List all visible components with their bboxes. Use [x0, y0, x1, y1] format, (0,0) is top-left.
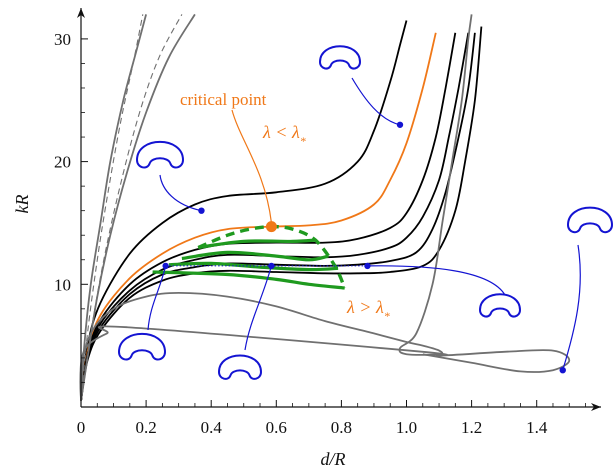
y-axis-label: kR — [12, 195, 32, 214]
shape-glyph-2 — [218, 354, 262, 380]
lambda-greater-sub: * — [384, 309, 390, 323]
series-black-2 — [80, 32, 457, 402]
x-tick-label: 0.8 — [331, 418, 352, 437]
series-gray-10 — [79, 14, 473, 401]
x-tick-label: 0.4 — [201, 418, 223, 437]
shape-glyph-3 — [479, 293, 521, 318]
state-marker-2 — [268, 262, 275, 270]
x-tick-label: 0.6 — [266, 418, 287, 437]
shape-glyph-0 — [136, 140, 184, 169]
x-tick-label: 1.4 — [526, 418, 548, 437]
markers-layer — [162, 121, 566, 374]
curves-layer — [79, 13, 571, 402]
series-gray-dashed-8 — [80, 14, 144, 401]
shape-leader-1 — [147, 265, 167, 331]
y-tick-label: 30 — [54, 30, 71, 49]
lambda-less-sub: * — [300, 134, 306, 148]
shape-glyph-1 — [118, 332, 166, 361]
state-marker-1 — [162, 262, 169, 270]
x-tick-label: 1.2 — [461, 418, 482, 437]
x-axis-label: d/R — [321, 449, 346, 469]
green-band-2 — [168, 261, 339, 272]
state-marker-0 — [198, 207, 205, 214]
green-band-0 — [197, 238, 316, 250]
x-tick-label: 1.0 — [396, 418, 417, 437]
x-axis-arrow — [591, 403, 601, 411]
state-marker-4 — [396, 121, 404, 128]
state-marker-5 — [559, 366, 566, 374]
y-tick-label: 10 — [54, 275, 71, 294]
shape-leader-5 — [562, 244, 581, 371]
critical-point-leader — [231, 109, 272, 223]
series-black-0 — [80, 20, 408, 402]
series-gray-7 — [80, 13, 196, 402]
series-black-5 — [80, 26, 483, 402]
green-dashed-arc — [197, 224, 347, 289]
y-axis-arrow — [77, 8, 85, 18]
shape-glyph-5 — [567, 206, 613, 234]
y-tick-label: 20 — [54, 153, 71, 172]
green-region-layer — [152, 109, 368, 290]
shape-glyph-4 — [319, 45, 361, 70]
lambda-less-text: λ < λ — [262, 122, 300, 142]
green-band-1 — [181, 250, 329, 262]
series-black-3 — [80, 32, 470, 402]
x-tick-label: 0 — [77, 418, 86, 437]
shape-glyphs-layer — [118, 45, 613, 380]
shape-leader-0 — [159, 174, 202, 212]
shape-leader-4 — [351, 77, 401, 126]
series-critical-1 — [80, 32, 437, 402]
x-tick-label: 0.2 — [135, 418, 156, 437]
critical-point-label: critical point — [180, 90, 267, 109]
shape-leader-2 — [244, 265, 272, 351]
state-marker-3 — [364, 262, 371, 270]
series-black-4 — [80, 32, 476, 402]
lambda-greater-annotation: λ > λ* — [346, 297, 390, 323]
shape-leader-3 — [367, 265, 506, 296]
lambda-greater-text: λ > λ — [346, 297, 384, 317]
critical-point-marker — [265, 221, 277, 233]
ticks-layer: 0 0.2 0.4 0.6 0.8 1.0 1.2 1.4 10 20 30 — [54, 30, 586, 437]
series-gray-dashed-9 — [80, 14, 183, 401]
green-band-3 — [152, 270, 345, 290]
series-gray-11 — [79, 325, 571, 401]
lambda-less-annotation: λ < λ* — [262, 122, 306, 148]
